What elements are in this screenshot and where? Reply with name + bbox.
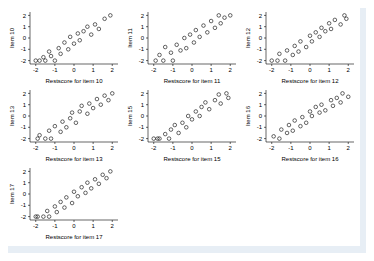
svg-text:1: 1 — [209, 145, 213, 151]
svg-text:0: 0 — [308, 145, 312, 151]
svg-text:-1: -1 — [139, 46, 145, 52]
svg-text:Item 15: Item 15 — [127, 105, 133, 126]
svg-text:1: 1 — [141, 102, 145, 108]
svg-text:1: 1 — [259, 24, 263, 30]
svg-text:-1: -1 — [170, 145, 176, 151]
svg-text:-1: -1 — [170, 67, 176, 73]
svg-text:-2: -2 — [33, 223, 39, 229]
svg-text:-2: -2 — [257, 136, 263, 142]
svg-text:1: 1 — [327, 145, 331, 151]
svg-text:-2: -2 — [257, 58, 263, 64]
svg-text:-2: -2 — [269, 145, 275, 151]
svg-text:-1: -1 — [52, 67, 58, 73]
svg-text:-2: -2 — [139, 136, 145, 142]
svg-text:-1: -1 — [21, 124, 27, 130]
svg-text:2: 2 — [23, 91, 27, 97]
svg-text:2: 2 — [111, 223, 115, 229]
svg-text:Restscore for item 10: Restscore for item 10 — [45, 78, 103, 84]
svg-text:2: 2 — [347, 67, 351, 73]
svg-text:2: 2 — [347, 145, 351, 151]
svg-text:2: 2 — [141, 91, 145, 97]
svg-text:0: 0 — [308, 67, 312, 73]
svg-text:1: 1 — [91, 67, 95, 73]
svg-text:0: 0 — [72, 67, 76, 73]
svg-text:-1: -1 — [139, 124, 145, 130]
svg-text:-1: -1 — [257, 124, 263, 130]
svg-text:2: 2 — [23, 13, 27, 19]
svg-text:Item 10: Item 10 — [9, 27, 15, 48]
svg-text:Restscore for item 13: Restscore for item 13 — [45, 156, 103, 162]
svg-text:Item 13: Item 13 — [9, 105, 15, 126]
svg-text:0: 0 — [190, 67, 194, 73]
svg-text:Restscore for item 17: Restscore for item 17 — [45, 234, 103, 240]
svg-text:0: 0 — [259, 35, 263, 41]
svg-text:-2: -2 — [33, 145, 39, 151]
svg-text:2: 2 — [141, 13, 145, 19]
svg-text:1: 1 — [327, 67, 331, 73]
svg-text:1: 1 — [23, 24, 27, 30]
svg-text:0: 0 — [23, 191, 27, 197]
svg-text:0: 0 — [190, 145, 194, 151]
svg-text:0: 0 — [72, 145, 76, 151]
svg-text:Restscore for item 16: Restscore for item 16 — [281, 156, 339, 162]
svg-text:2: 2 — [259, 13, 263, 19]
svg-text:-2: -2 — [151, 145, 157, 151]
svg-text:-1: -1 — [257, 46, 263, 52]
svg-text:1: 1 — [23, 180, 27, 186]
svg-text:Restscore for item 11: Restscore for item 11 — [164, 78, 221, 84]
svg-text:0: 0 — [23, 35, 27, 41]
svg-text:2: 2 — [23, 169, 27, 175]
svg-text:-2: -2 — [33, 67, 39, 73]
svg-text:1: 1 — [23, 102, 27, 108]
svg-text:1: 1 — [259, 102, 263, 108]
svg-text:1: 1 — [141, 24, 145, 30]
svg-text:0: 0 — [141, 35, 145, 41]
svg-text:-2: -2 — [269, 67, 275, 73]
svg-text:Item 11: Item 11 — [127, 28, 133, 48]
svg-text:0: 0 — [259, 113, 263, 119]
svg-text:1: 1 — [209, 67, 213, 73]
svg-text:Restscore for item 12: Restscore for item 12 — [281, 78, 339, 84]
svg-text:-1: -1 — [21, 202, 27, 208]
svg-text:2: 2 — [229, 145, 233, 151]
svg-text:-2: -2 — [151, 67, 157, 73]
svg-text:-2: -2 — [139, 58, 145, 64]
svg-text:2: 2 — [259, 91, 263, 97]
svg-text:Item 12: Item 12 — [245, 27, 251, 48]
svg-text:-1: -1 — [288, 67, 294, 73]
svg-text:-1: -1 — [288, 145, 294, 151]
svg-text:2: 2 — [229, 67, 233, 73]
svg-text:2: 2 — [111, 67, 115, 73]
svg-text:1: 1 — [91, 223, 95, 229]
svg-text:-2: -2 — [21, 214, 27, 220]
svg-text:Item 17: Item 17 — [9, 183, 15, 204]
svg-text:1: 1 — [91, 145, 95, 151]
svg-text:0: 0 — [141, 113, 145, 119]
svg-text:-1: -1 — [52, 145, 58, 151]
svg-text:-1: -1 — [21, 46, 27, 52]
svg-text:-1: -1 — [52, 223, 58, 229]
svg-text:2: 2 — [111, 145, 115, 151]
svg-text:-2: -2 — [21, 136, 27, 142]
svg-text:0: 0 — [72, 223, 76, 229]
svg-text:Item 16: Item 16 — [245, 105, 251, 126]
svg-text:0: 0 — [23, 113, 27, 119]
svg-text:Restscore for item 15: Restscore for item 15 — [163, 156, 221, 162]
svg-text:-2: -2 — [21, 58, 27, 64]
